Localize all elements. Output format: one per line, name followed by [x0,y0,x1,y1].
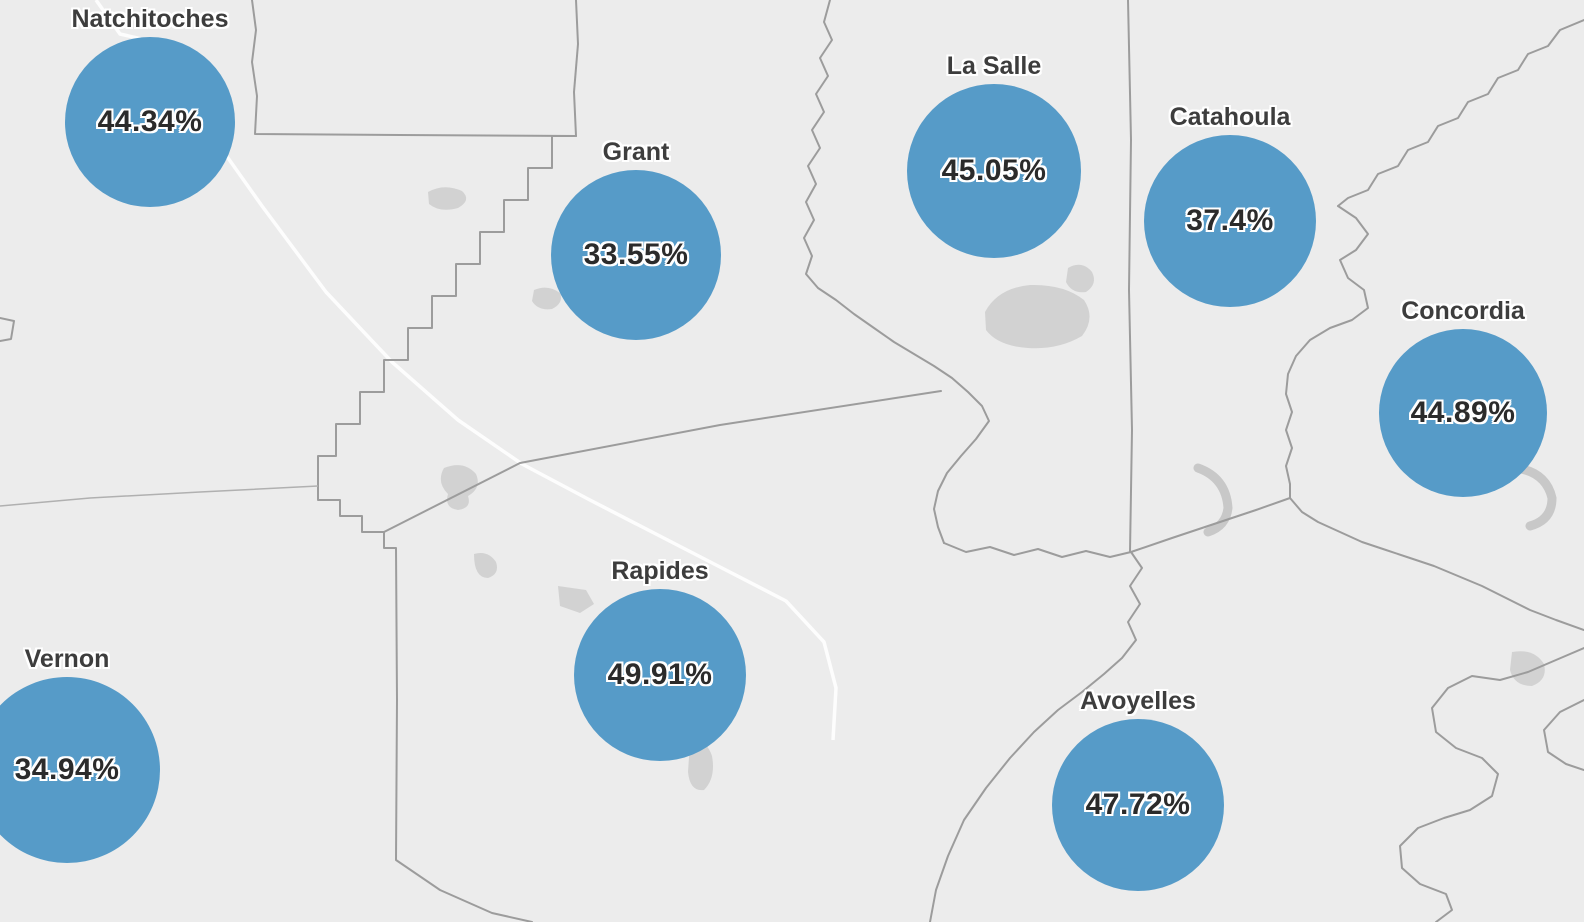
parish-boundary-line [943,542,1132,558]
parish-name-label: La Salle [946,52,1042,80]
parish-name-label: Natchitoches [71,5,229,33]
parish-name-label: Avoyelles [1080,687,1196,715]
parish-boundary-line [1127,0,1133,553]
river-boundary-line [1285,205,1584,631]
lake-shape [558,586,594,613]
bubble-circle[interactable]: 34.94% [0,677,160,863]
parish-boundary-line [573,0,579,137]
bubble-circle[interactable]: 44.89% [1379,329,1547,497]
road-line [144,39,838,741]
river-boundary-line [1399,647,1584,922]
state-line [1337,19,1584,207]
parish-name-label: Rapides [611,557,709,585]
parish-value-label: 45.05% [941,154,1047,187]
parish-bubble-natchitoches[interactable]: Natchitoches 44.34% [65,5,235,207]
bubble-circle[interactable]: 47.72% [1052,719,1224,891]
parish-bubble-concordia[interactable]: Concordia 44.89% [1379,297,1547,497]
parish-value-label: 34.94% [14,753,120,786]
lake-shape [1066,264,1094,293]
parish-value-label: 47.72% [1085,788,1191,821]
parish-value-label: 49.91% [607,658,713,691]
lake-shape [1510,651,1545,686]
parish-boundary-line [0,485,319,507]
bubble-circle[interactable]: 44.34% [65,37,235,207]
lake-shape [474,553,497,578]
parish-boundary-line [1130,497,1291,553]
bubble-circle[interactable]: 33.55% [551,170,721,340]
parish-value-label: 44.34% [97,105,203,138]
parish-name-label: Catahoula [1169,103,1291,131]
parish-boundary-line [251,0,577,137]
lake-shape [532,287,561,310]
parish-name-label: Concordia [1401,297,1525,325]
bubble-circle[interactable]: 45.05% [907,84,1081,258]
parish-bubble-grant[interactable]: Grant 33.55% [551,138,721,340]
parish-bubble-catahoula[interactable]: Catahoula 37.4% [1144,103,1316,307]
oxbow-river [1511,463,1557,531]
parish-boundary-line [929,551,1143,922]
lake-shape [428,187,467,210]
parish-value-label: 44.89% [1410,396,1516,429]
river-boundary-line [1543,699,1584,771]
parish-boundary-line [383,390,942,533]
bubble-circle[interactable]: 49.91% [574,589,746,761]
parish-value-label: 37.4% [1186,204,1274,237]
parish-name-label: Grant [602,138,670,166]
parish-bubble-la-salle[interactable]: La Salle 45.05% [907,52,1081,258]
oxbow-river [1193,463,1233,537]
lake-shape [985,284,1090,349]
water-shapes [428,187,1557,791]
parish-bubble-vernon[interactable]: Vernon 34.94% [0,645,160,863]
parish-boundary-line [317,485,533,922]
parish-name-label: Vernon [24,645,110,673]
parish-boundary-line [0,317,15,342]
bubble-circle[interactable]: 37.4% [1144,135,1316,307]
parish-bubble-rapides[interactable]: Rapides 49.91% [574,557,746,761]
parish-value-label: 33.55% [583,238,689,271]
parish-boundary-line [803,0,990,544]
parish-boundary-line [317,135,577,487]
parish-bubble-avoyelles[interactable]: Avoyelles 47.72% [1052,687,1224,891]
